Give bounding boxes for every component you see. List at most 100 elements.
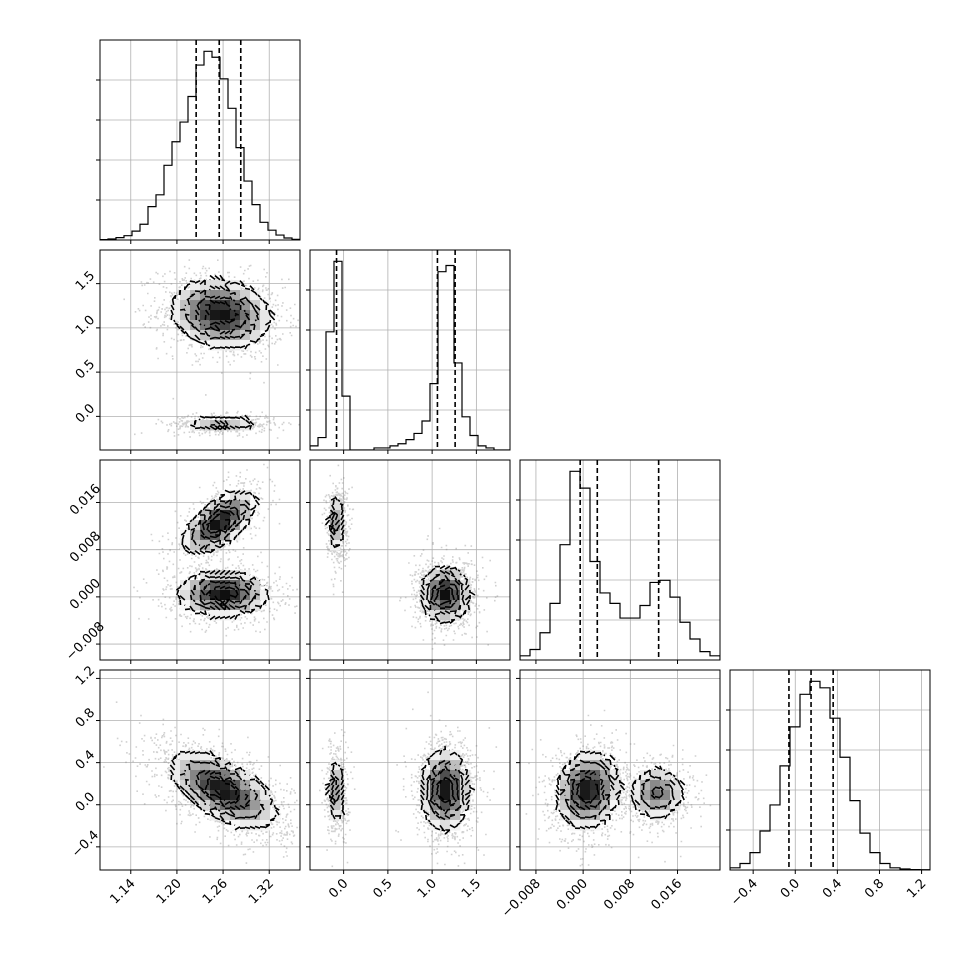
density-cell (430, 590, 441, 601)
density-cell (640, 770, 651, 781)
y-tick-label: −0.4 (69, 828, 102, 861)
y-tick-label: 1.2 (73, 663, 98, 688)
joint-panel-3-4 (519, 669, 721, 871)
y-tick-label: 0.008 (67, 529, 104, 566)
density-cell (660, 800, 671, 811)
density-cell (260, 820, 271, 831)
density-shading (330, 750, 471, 831)
joint-panel-1-4 (99, 669, 301, 871)
density-cell (570, 820, 581, 831)
density-cell (420, 790, 431, 801)
density-cell (440, 820, 451, 831)
density-cell (210, 780, 221, 791)
density-cell (250, 310, 261, 321)
contour-line (170, 274, 276, 430)
density-cell (230, 600, 241, 611)
density-cell (230, 800, 241, 811)
density-cell (210, 500, 221, 511)
density-cell (420, 590, 431, 601)
density-cell (200, 800, 211, 811)
y-tick-label: 0.0 (73, 401, 98, 426)
density-cell (260, 810, 271, 821)
density-cell (230, 520, 241, 531)
density-cell (230, 590, 241, 601)
density-cell (200, 780, 211, 791)
density-cell (240, 820, 251, 831)
density-cell (440, 780, 451, 791)
density-cell (260, 300, 271, 311)
density-cell (220, 610, 231, 621)
density-cell (190, 600, 201, 611)
density-cell (630, 790, 641, 801)
density-cell (230, 530, 241, 541)
density-cell (250, 290, 261, 301)
density-cell (460, 790, 471, 801)
contour-line (570, 769, 664, 811)
density-cell (570, 780, 581, 791)
density-cell (460, 780, 471, 791)
density-cell (220, 290, 231, 301)
density-cell (240, 600, 251, 611)
density-cell (430, 810, 441, 821)
density-cell (590, 820, 601, 831)
histogram-steps (520, 470, 720, 660)
density-cell (220, 780, 231, 791)
density-shading (170, 750, 281, 831)
density-cell (450, 770, 461, 781)
density-cell (560, 810, 571, 821)
axes-frame (309, 669, 511, 871)
density-cell (660, 790, 671, 801)
density-cell (650, 790, 661, 801)
x-tick-label: 0.8 (862, 876, 887, 901)
density-cell (190, 780, 201, 791)
density-cell (200, 750, 211, 761)
density-cell (240, 570, 251, 581)
x-tick-label: 1.14 (108, 876, 139, 907)
density-cell (190, 530, 201, 541)
contour-line (199, 505, 251, 610)
y-tick-label: 1.0 (73, 313, 98, 338)
density-cell (200, 330, 211, 341)
density-cell (450, 790, 461, 801)
density-cell (210, 300, 221, 311)
x-tick-label: 0.0 (778, 876, 803, 901)
density-cell (600, 810, 611, 821)
density-cell (210, 570, 221, 581)
contour-line (575, 775, 600, 804)
density-cell (580, 790, 591, 801)
density-cell (240, 800, 251, 811)
density-cell (610, 790, 621, 801)
density-cell (240, 520, 251, 531)
density-cell (580, 810, 591, 821)
contour-line (330, 511, 466, 616)
density-cell (580, 820, 591, 831)
density-cell (170, 770, 181, 781)
density-cell (330, 770, 341, 781)
density-cell (220, 810, 231, 821)
density-cell (180, 290, 191, 301)
density-cell (590, 780, 601, 791)
density-cell (180, 320, 191, 331)
density-cell (260, 310, 271, 321)
density-cell (260, 320, 271, 331)
joint-panel-2-3 (309, 459, 511, 661)
density-cell (440, 600, 451, 611)
density-cell (230, 790, 241, 801)
density-cell (600, 780, 611, 791)
y-tick-label: 0.8 (73, 705, 98, 730)
density-cell (220, 590, 231, 601)
density-cell (240, 770, 251, 781)
density-cell (190, 540, 201, 551)
density-cell (210, 800, 221, 811)
density-cell (180, 580, 191, 591)
density-cell (590, 760, 601, 771)
density-cell (210, 520, 221, 531)
density-cell (210, 290, 221, 301)
density-cell (430, 760, 441, 771)
contour-line (330, 759, 465, 821)
density-cell (170, 760, 181, 771)
density-cell (220, 530, 231, 541)
density-cell (250, 820, 261, 831)
density-cell (200, 590, 211, 601)
density-cell (230, 610, 241, 621)
